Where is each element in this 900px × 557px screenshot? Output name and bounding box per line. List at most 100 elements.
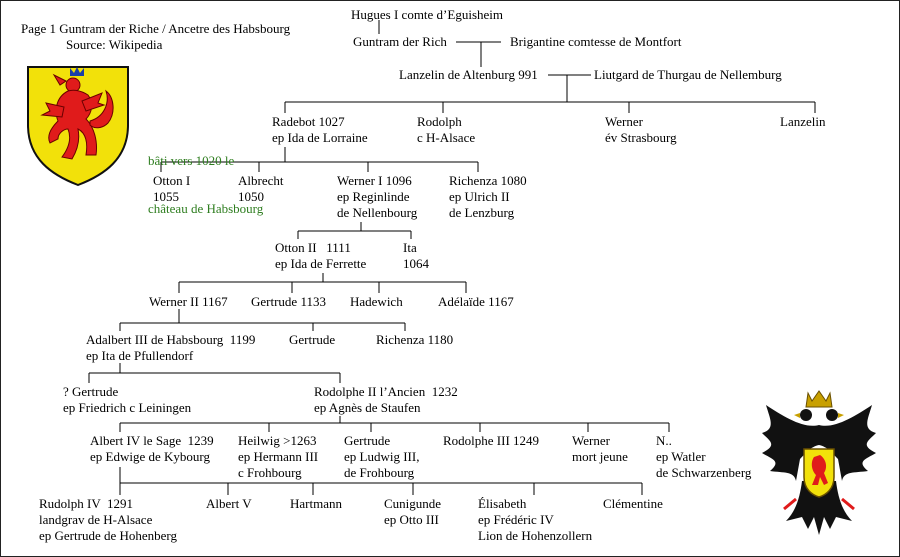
person-adalbert-3: Adalbert III de Habsbourg 1199 ep Ita de … bbox=[86, 332, 255, 364]
person-line: ep Gertrude de Hohenberg bbox=[39, 528, 178, 543]
person-line: Liutgard de Thurgau de Nellemburg bbox=[594, 67, 782, 82]
person-line: Hadewich bbox=[350, 294, 403, 309]
habsburg-lion-shield-icon bbox=[27, 66, 129, 187]
person-line: Richenza 1080 bbox=[449, 173, 527, 188]
person-richenza-1080: Richenza 1080 ep Ulrich II de Lenzburg bbox=[449, 173, 527, 221]
person-hartmann: Hartmann bbox=[290, 496, 342, 512]
person-line: Otton I bbox=[153, 173, 191, 188]
person-line: Gertrude 1133 bbox=[251, 294, 326, 309]
castle-note-line: bâti vers 1020 le bbox=[148, 153, 235, 168]
castle-note: bâti vers 1020 le château de Habsbourg bbox=[148, 121, 263, 249]
person-liutgard: Liutgard de Thurgau de Nellemburg bbox=[594, 67, 782, 83]
person-line: c H-Alsace bbox=[417, 130, 476, 145]
person-line: Richenza 1180 bbox=[376, 332, 454, 347]
person-line: Ita bbox=[403, 240, 417, 255]
person-ita: Ita 1064 bbox=[403, 240, 429, 272]
person-line: ep Ida de Ferrette bbox=[275, 256, 367, 271]
person-radebot: Radebot 1027 ep Ida de Lorraine bbox=[272, 114, 368, 146]
person-line: év Strasbourg bbox=[605, 130, 677, 145]
person-line: ep Watler bbox=[656, 449, 706, 464]
person-heilwig: Heilwig >1263 ep Hermann III c Frohbourg bbox=[238, 433, 318, 481]
person-clementine: Clémentine bbox=[603, 496, 663, 512]
person-lanzelin-991: Lanzelin de Altenburg 991 bbox=[399, 67, 538, 83]
person-line: 1064 bbox=[403, 256, 429, 271]
person-line: 1055 bbox=[153, 189, 179, 204]
person-line: Élisabeth bbox=[478, 496, 527, 511]
person-werner-strasbourg: Werner év Strasbourg bbox=[605, 114, 677, 146]
source-label: Source: Wikipedia bbox=[66, 37, 163, 52]
person-line: Rudolph IV 1291 bbox=[39, 496, 134, 511]
person-line: de Nellenbourg bbox=[337, 205, 418, 220]
person-line: Rodolphe II l’Ancien 1232 bbox=[314, 384, 458, 399]
person-line: ep Ulrich II bbox=[449, 189, 510, 204]
person-line: Cunigunde bbox=[384, 496, 442, 511]
person-line: Lanzelin de Altenburg 991 bbox=[399, 67, 538, 82]
person-line: Werner II 1167 bbox=[149, 294, 228, 309]
person-gertrude-1133: Gertrude 1133 bbox=[251, 294, 326, 310]
person-gertrude-frohbourg: Gertrude ep Ludwig III, de Frohbourg bbox=[344, 433, 419, 481]
person-richenza-1180: Richenza 1180 bbox=[376, 332, 453, 348]
person-line: ep Agnès de Staufen bbox=[314, 400, 421, 415]
person-line: Rodolph bbox=[417, 114, 462, 129]
imperial-eagle-icon bbox=[762, 390, 876, 535]
person-otton-1: Otton I 1055 bbox=[153, 173, 190, 205]
person-gertrude-b: Gertrude bbox=[289, 332, 335, 348]
person-line: Clémentine bbox=[603, 496, 663, 511]
person-line: Lion de Hohenzollern bbox=[478, 528, 593, 543]
person-line: Gertrude bbox=[344, 433, 391, 448]
person-line: Hartmann bbox=[290, 496, 342, 511]
person-line: Albert IV le Sage 1239 bbox=[90, 433, 214, 448]
person-line: de Schwarzenberg bbox=[656, 465, 752, 480]
person-line: ep Frédéric IV bbox=[478, 512, 554, 527]
person-elisabeth: Élisabeth ep Frédéric IV Lion de Hohenzoll… bbox=[478, 496, 592, 544]
person-rodolphe-3: Rodolphe III 1249 bbox=[443, 433, 539, 449]
person-line: Rodolphe III 1249 bbox=[443, 433, 540, 448]
person-line: Adalbert III de Habsbourg 1199 bbox=[86, 332, 256, 347]
person-line: Heilwig >1263 bbox=[238, 433, 317, 448]
person-line: Lanzelin bbox=[780, 114, 826, 129]
person-guntram: Guntram der Rich bbox=[353, 34, 447, 50]
person-line: c Frohbourg bbox=[238, 465, 302, 480]
page-title: Page 1 Guntram der Riche / Ancetre des H… bbox=[21, 21, 291, 36]
person-line: mort jeune bbox=[572, 449, 628, 464]
person-werner-mort-jeune: Werner mort jeune bbox=[572, 433, 628, 465]
person-rodolphe-2: Rodolphe II l’Ancien 1232 ep Agnès de Sta… bbox=[314, 384, 458, 416]
person-line: Radebot 1027 bbox=[272, 114, 345, 129]
person-line: Guntram der Rich bbox=[353, 34, 447, 49]
person-line: de Lenzburg bbox=[449, 205, 515, 220]
person-line: ep Reginlinde bbox=[337, 189, 410, 204]
person-line: ep Hermann III bbox=[238, 449, 319, 464]
person-rodolph: Rodolph c H-Alsace bbox=[417, 114, 475, 146]
person-line: ep Friedrich c Leiningen bbox=[63, 400, 192, 415]
person-albert-4: Albert IV le Sage 1239 ep Edwige de Kybou… bbox=[90, 433, 214, 465]
person-line: Werner bbox=[605, 114, 643, 129]
person-n-watler: N.. ep Watler de Schwarzenberg bbox=[656, 433, 751, 481]
castle-note-line: château de Habsbourg bbox=[148, 201, 264, 216]
person-line: Werner I 1096 bbox=[337, 173, 412, 188]
person-cunigunde: Cunigunde ep Otto III bbox=[384, 496, 441, 528]
person-line: landgrav de H-Alsace bbox=[39, 512, 153, 527]
person-line: ? Gertrude bbox=[63, 384, 119, 399]
person-line: Albert V bbox=[206, 496, 252, 511]
person-gertrude-leiningen: ? Gertrude ep Friedrich c Leiningen bbox=[63, 384, 191, 416]
person-lanzelin: Lanzelin bbox=[780, 114, 825, 130]
person-line: ep Edwige de Kybourg bbox=[90, 449, 210, 464]
person-line: ep Otto III bbox=[384, 512, 439, 527]
person-line: de Frohbourg bbox=[344, 465, 415, 480]
person-line: Adélaïde 1167 bbox=[438, 294, 514, 309]
person-line: ep Ludwig III, bbox=[344, 449, 420, 464]
person-werner-2: Werner II 1167 bbox=[149, 294, 228, 310]
person-line: Otton II 1111 bbox=[275, 240, 351, 255]
person-line: Gertrude bbox=[289, 332, 336, 347]
person-line: Hugues I comte d’Eguisheim bbox=[351, 7, 503, 22]
person-brigantine: Brigantine comtesse de Montfort bbox=[510, 34, 682, 50]
person-line: 1050 bbox=[238, 189, 264, 204]
person-albrecht: Albrecht 1050 bbox=[238, 173, 283, 205]
person-otton-2: Otton II 1111 ep Ida de Ferrette bbox=[275, 240, 366, 272]
person-line: N.. bbox=[656, 433, 672, 448]
person-rudolph-4: Rudolph IV 1291 landgrav de H-Alsace ep Ge… bbox=[39, 496, 177, 544]
person-werner-1: Werner I 1096 ep Reginlinde de Nellenbourg bbox=[337, 173, 417, 221]
person-adelaide: Adélaïde 1167 bbox=[438, 294, 514, 310]
